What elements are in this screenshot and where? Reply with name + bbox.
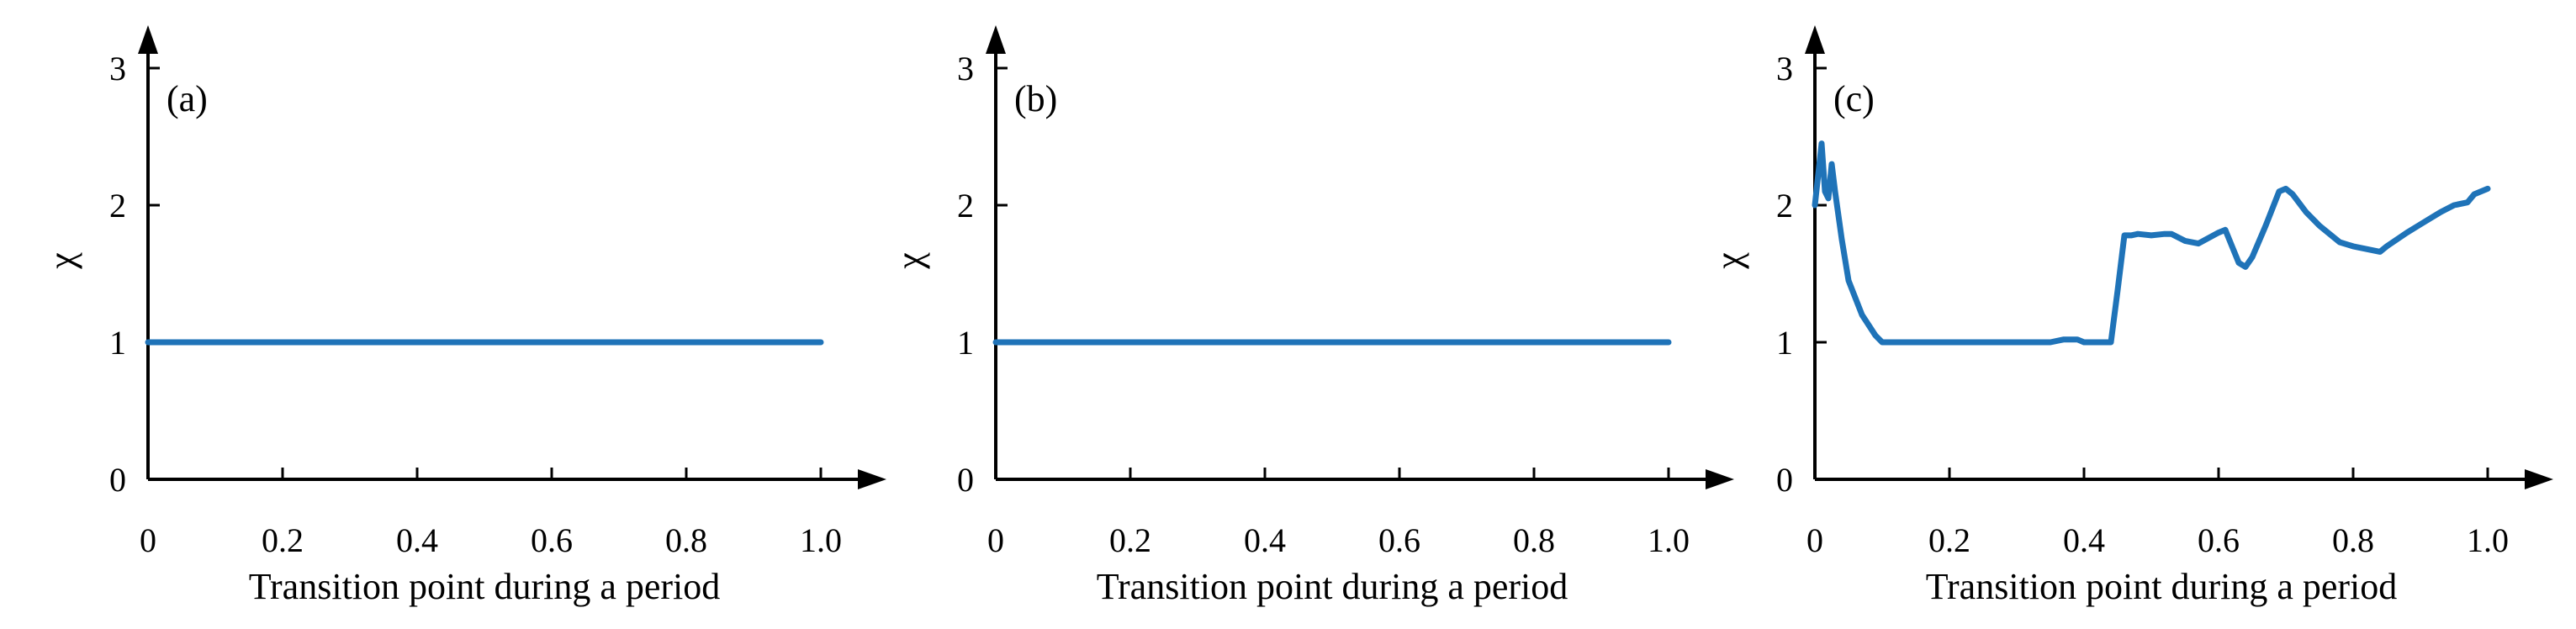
y-tick-label-b: 0 — [957, 461, 974, 499]
y-tick-label-c: 0 — [1776, 461, 1793, 499]
y-tick-label-a: 2 — [109, 187, 126, 225]
panel-c: (c) χ Transition point during a period 0… — [1708, 25, 2553, 607]
x-tick-label-a: 1.0 — [800, 521, 842, 559]
x-tick-label-c: 0.6 — [2198, 521, 2240, 559]
y-tick-label-b: 3 — [957, 50, 974, 87]
x-tick-label-a: 0.2 — [262, 521, 304, 559]
x-axis-title-c: Transition point during a period — [1926, 566, 2398, 607]
panel-b: (b) χ Transition point during a period 0… — [889, 25, 1734, 607]
y-axis-title-a: χ — [41, 252, 82, 270]
x-tick-label-a: 0 — [140, 521, 156, 559]
x-tick-label-b: 0 — [987, 521, 1004, 559]
y-tick-label-b: 1 — [957, 324, 974, 362]
x-tick-label-c: 1.0 — [2467, 521, 2509, 559]
y-tick-label-a: 1 — [109, 324, 126, 362]
x-tick-label-b: 0.6 — [1378, 521, 1420, 559]
y-tick-label-c: 3 — [1776, 50, 1793, 87]
series-line-c — [1812, 140, 2491, 346]
x-tick-label-a: 0.4 — [396, 521, 438, 559]
x-tick-label-b: 0.8 — [1513, 521, 1555, 559]
y-tick-label-c: 1 — [1776, 324, 1793, 362]
panel-label-b: (b) — [1014, 78, 1057, 119]
x-tick-label-c: 0 — [1806, 521, 1823, 559]
ticks-b: 0 0.2 0.4 0.6 0.8 1.0 0 1 2 3 — [957, 50, 1690, 559]
y-axis-title-b: χ — [889, 252, 930, 270]
y-tick-label-b: 2 — [957, 187, 974, 225]
x-tick-label-c: 0.2 — [1928, 521, 1970, 559]
panel-label-c: (c) — [1833, 78, 1875, 119]
y-tick-label-a: 3 — [109, 50, 126, 87]
y-tick-label-a: 0 — [109, 461, 126, 499]
x-axis-title-b: Transition point during a period — [1097, 566, 1568, 607]
x-axis-title-a: Transition point during a period — [249, 566, 721, 607]
y-axis-title-c: χ — [1708, 252, 1749, 270]
x-tick-label-b: 0.4 — [1244, 521, 1286, 559]
panel-a: (a) χ Transition point during a period 0… — [41, 25, 886, 607]
y-tick-label-c: 2 — [1776, 187, 1793, 225]
ticks-c: 0 0.2 0.4 0.6 0.8 1.0 0 1 2 3 — [1776, 50, 2509, 559]
panel-label-a: (a) — [167, 78, 208, 119]
x-tick-label-a: 0.6 — [531, 521, 573, 559]
x-tick-label-b: 0.2 — [1109, 521, 1151, 559]
x-tick-label-b: 1.0 — [1648, 521, 1690, 559]
x-tick-label-c: 0.8 — [2332, 521, 2374, 559]
x-tick-label-a: 0.8 — [665, 521, 707, 559]
x-tick-label-c: 0.4 — [2063, 521, 2105, 559]
ticks-a: 0 0.2 0.4 0.6 0.8 1.0 0 1 2 3 — [109, 50, 842, 559]
